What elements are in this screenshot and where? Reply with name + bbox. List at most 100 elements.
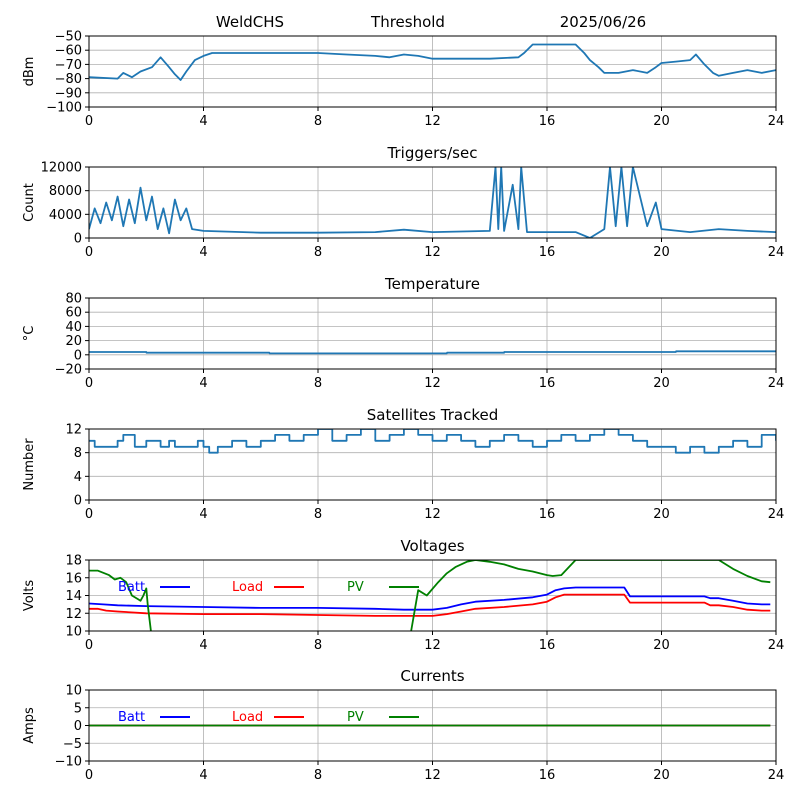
y-tick-label: 8000 (49, 184, 82, 199)
y-tick-label: 4 (74, 470, 82, 485)
x-tick-label: 0 (85, 768, 93, 783)
station-name: WeldCHS (216, 13, 284, 31)
y-axis-label: Volts (22, 580, 37, 612)
x-tick-label: 16 (539, 376, 556, 391)
chart-panel: 0 4 8 12 16 20 24 −100−90−80−70−60−50 dBm (22, 30, 784, 130)
x-tick-label: 0 (85, 507, 93, 522)
report-date: 2025/06/26 (560, 13, 646, 31)
chart-panel: 0 4 8 12 16 20 24 −10 −5 0 5 10 Currents Amps Batt Load… (22, 667, 784, 783)
series-line (89, 586, 771, 611)
chart-title: Voltages (400, 537, 464, 555)
y-tick-label: 0 (74, 494, 82, 509)
x-tick-label: 12 (424, 114, 441, 129)
x-tick-label: 4 (199, 638, 207, 653)
chart-title: Triggers/sec (387, 144, 478, 162)
series-line (89, 593, 771, 617)
x-tick-label: 8 (314, 376, 322, 391)
y-axis-label: Count (22, 183, 37, 222)
x-tick-label: 0 (85, 376, 93, 391)
x-tick-label: 12 (424, 376, 441, 391)
chart-title: Satellites Tracked (367, 406, 498, 424)
y-tick-label: 10 (65, 625, 82, 640)
x-tick-label: 12 (424, 245, 441, 260)
y-tick-label: 12 (65, 607, 82, 622)
y-tick-label: 0 (74, 719, 82, 734)
x-tick-label: 24 (768, 507, 785, 522)
x-tick-label: 0 (85, 245, 93, 260)
legend-label: Batt (118, 580, 145, 595)
y-tick-label: 12 (65, 423, 82, 438)
y-axis-label: Number (22, 438, 37, 491)
series-line (89, 43, 776, 81)
plot-area (89, 350, 776, 355)
series-line (89, 350, 776, 355)
x-tick-label: 20 (653, 245, 670, 260)
x-tick-label: 4 (199, 507, 207, 522)
x-tick-label: 20 (653, 507, 670, 522)
y-tick-label: −20 (55, 363, 82, 378)
legend-label: Load (232, 580, 263, 595)
x-tick-label: 16 (539, 114, 556, 129)
y-tick-label: 20 (65, 334, 82, 349)
x-tick-label: 12 (424, 507, 441, 522)
x-tick-label: 16 (539, 638, 556, 653)
x-tick-label: 24 (768, 376, 785, 391)
y-tick-label: 40 (65, 320, 82, 335)
chart-panel: 0 4 8 12 16 20 24 0 4 8 12 Satellites Tracked Number (22, 406, 784, 522)
trigger-mode: Threshold (370, 13, 445, 31)
y-tick-label: −5 (63, 737, 82, 752)
legend-label: PV (347, 580, 364, 595)
x-tick-label: 8 (314, 507, 322, 522)
y-tick-label: 8 (74, 446, 82, 461)
x-tick-label: 20 (653, 114, 670, 129)
x-tick-label: 24 (768, 768, 785, 783)
chart-title: Temperature (384, 275, 480, 293)
plot-area (89, 429, 776, 454)
y-tick-label: −50 (55, 30, 82, 45)
y-tick-label: −10 (55, 755, 82, 770)
y-tick-label: −70 (55, 58, 82, 73)
x-tick-label: 16 (539, 507, 556, 522)
x-tick-label: 20 (653, 638, 670, 653)
y-tick-label: 5 (74, 701, 82, 716)
legend-label: Batt (118, 710, 145, 725)
x-tick-label: 4 (199, 114, 207, 129)
chart-panel: 0 4 8 12 16 20 24 0 4000 8000 12000 Triggers/sec Cou… (22, 144, 784, 260)
series-line (89, 560, 771, 631)
x-tick-label: 0 (85, 114, 93, 129)
chart-title: Currents (400, 667, 464, 685)
y-tick-label: 80 (65, 292, 82, 307)
y-tick-label: −80 (55, 72, 82, 87)
x-tick-label: 8 (314, 245, 322, 260)
x-tick-label: 8 (314, 638, 322, 653)
y-tick-label: 10 (65, 684, 82, 699)
x-tick-label: 8 (314, 114, 322, 129)
y-tick-label: 12000 (41, 161, 82, 176)
x-tick-label: 16 (539, 768, 556, 783)
plot-area (89, 560, 771, 631)
y-tick-label: 14 (65, 589, 82, 604)
y-tick-label: 16 (65, 571, 82, 586)
x-tick-label: 12 (424, 768, 441, 783)
chart-panel: 0 4 8 12 16 20 24 10 12 14 16 18 Voltages Volts Batt Lo… (22, 537, 784, 653)
series-line (89, 167, 776, 238)
y-tick-label: 0 (74, 348, 82, 363)
y-axis-label: Amps (22, 707, 37, 744)
x-tick-label: 4 (199, 245, 207, 260)
x-tick-label: 4 (199, 768, 207, 783)
y-tick-label: 0 (74, 232, 82, 247)
legend-label: PV (347, 710, 364, 725)
x-tick-label: 20 (653, 376, 670, 391)
x-tick-label: 24 (768, 245, 785, 260)
x-tick-label: 24 (768, 638, 785, 653)
x-tick-label: 12 (424, 638, 441, 653)
y-tick-label: 4000 (49, 208, 82, 223)
series-line (89, 429, 776, 454)
x-tick-label: 4 (199, 376, 207, 391)
x-tick-label: 24 (768, 114, 785, 129)
y-axis-label: dBm (22, 57, 37, 87)
plot-area (89, 167, 776, 238)
